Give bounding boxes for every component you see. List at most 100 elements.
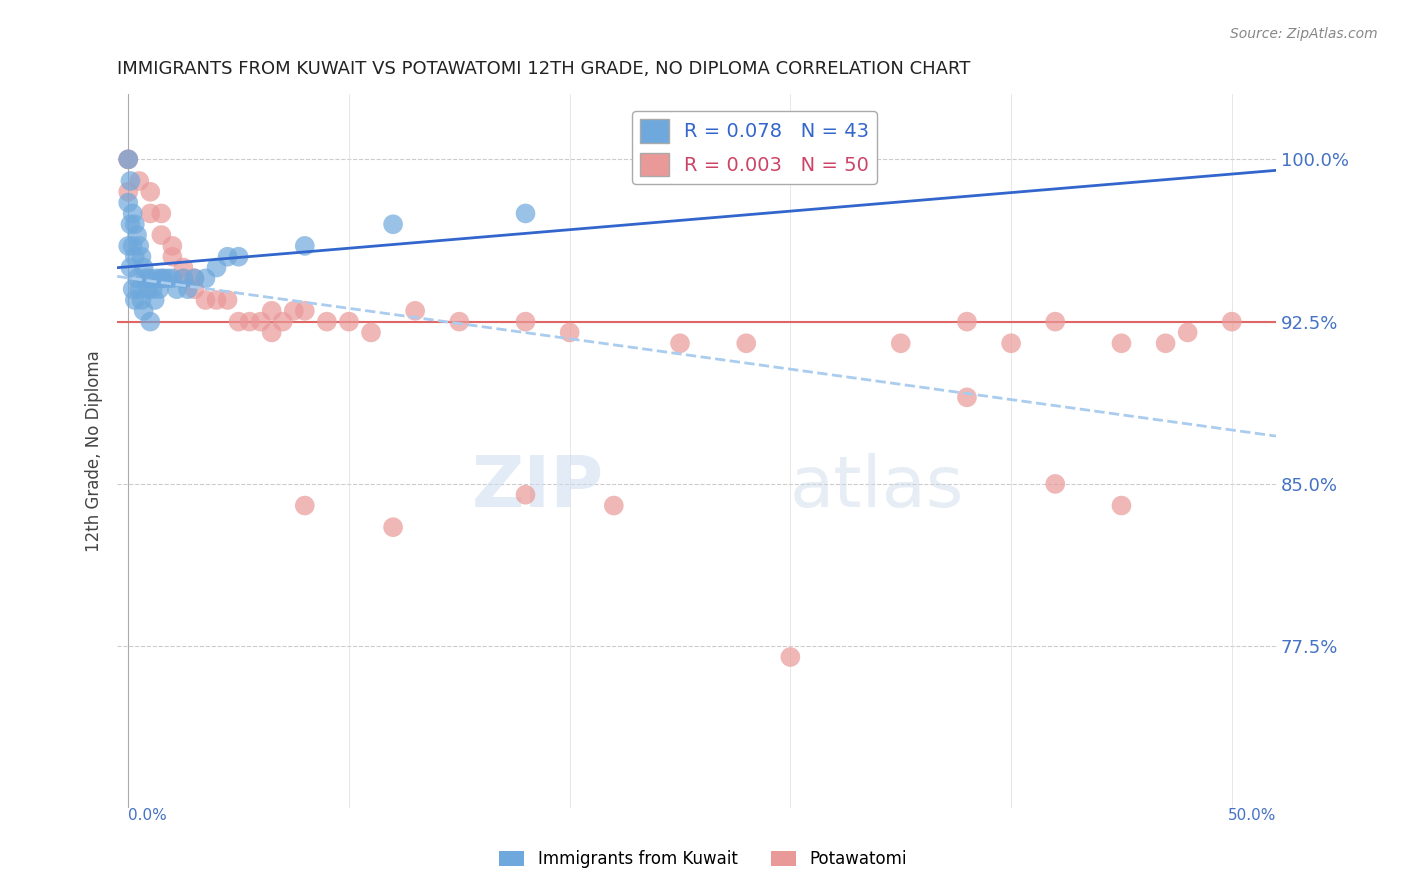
Potawatomi [1177, 326, 1199, 340]
Immigrants from Kuwait [117, 195, 139, 210]
Immigrants from Kuwait [128, 282, 150, 296]
Potawatomi [1045, 315, 1067, 329]
Immigrants from Kuwait [132, 303, 155, 318]
Immigrants from Kuwait [152, 271, 174, 285]
Text: atlas: atlas [789, 452, 963, 522]
Immigrants from Kuwait [117, 239, 139, 253]
Immigrants from Kuwait [183, 271, 205, 285]
Immigrants from Kuwait [125, 228, 148, 243]
Potawatomi [1045, 477, 1067, 491]
Potawatomi [260, 303, 283, 318]
Immigrants from Kuwait [139, 315, 162, 329]
Potawatomi [162, 239, 184, 253]
Immigrants from Kuwait [166, 282, 188, 296]
Immigrants from Kuwait [141, 282, 163, 296]
Immigrants from Kuwait [128, 239, 150, 253]
Immigrants from Kuwait [124, 293, 146, 307]
Immigrants from Kuwait [515, 206, 537, 220]
Immigrants from Kuwait [382, 217, 405, 231]
Potawatomi [890, 336, 912, 351]
Potawatomi [1000, 336, 1022, 351]
Immigrants from Kuwait [228, 250, 250, 264]
Potawatomi [150, 206, 173, 220]
Potawatomi [1111, 499, 1133, 513]
Potawatomi [217, 293, 239, 307]
Potawatomi [360, 326, 382, 340]
Potawatomi [1111, 336, 1133, 351]
Legend: R = 0.078   N = 43, R = 0.003   N = 50: R = 0.078 N = 43, R = 0.003 N = 50 [631, 112, 877, 184]
Immigrants from Kuwait [139, 271, 162, 285]
Potawatomi [779, 650, 801, 665]
Potawatomi [139, 185, 162, 199]
Immigrants from Kuwait [117, 153, 139, 167]
Potawatomi [315, 315, 337, 329]
Immigrants from Kuwait [121, 239, 143, 253]
Immigrants from Kuwait [120, 260, 142, 275]
Potawatomi [283, 303, 305, 318]
Potawatomi [956, 315, 979, 329]
Potawatomi [558, 326, 581, 340]
Potawatomi [669, 336, 692, 351]
Potawatomi [449, 315, 471, 329]
Immigrants from Kuwait [131, 293, 153, 307]
Immigrants from Kuwait [124, 250, 146, 264]
Potawatomi [172, 260, 194, 275]
Immigrants from Kuwait [124, 217, 146, 231]
Potawatomi [228, 315, 250, 329]
Potawatomi [294, 499, 316, 513]
Immigrants from Kuwait [135, 271, 157, 285]
Immigrants from Kuwait [194, 271, 217, 285]
Immigrants from Kuwait [121, 206, 143, 220]
Immigrants from Kuwait [177, 282, 200, 296]
Y-axis label: 12th Grade, No Diploma: 12th Grade, No Diploma [86, 351, 103, 552]
Immigrants from Kuwait [136, 282, 159, 296]
Immigrants from Kuwait [150, 271, 173, 285]
Potawatomi [172, 271, 194, 285]
Potawatomi [294, 303, 316, 318]
Potawatomi [260, 326, 283, 340]
Text: Source: ZipAtlas.com: Source: ZipAtlas.com [1230, 27, 1378, 41]
Immigrants from Kuwait [120, 217, 142, 231]
Text: 0.0%: 0.0% [128, 808, 167, 823]
Potawatomi [183, 282, 205, 296]
Potawatomi [603, 499, 626, 513]
Immigrants from Kuwait [125, 271, 148, 285]
Immigrants from Kuwait [146, 271, 169, 285]
Potawatomi [515, 488, 537, 502]
Potawatomi [150, 228, 173, 243]
Text: IMMIGRANTS FROM KUWAIT VS POTAWATOMI 12TH GRADE, NO DIPLOMA CORRELATION CHART: IMMIGRANTS FROM KUWAIT VS POTAWATOMI 12T… [117, 60, 970, 78]
Potawatomi [337, 315, 360, 329]
Text: 50.0%: 50.0% [1227, 808, 1277, 823]
Immigrants from Kuwait [131, 250, 153, 264]
Potawatomi [735, 336, 758, 351]
Potawatomi [128, 174, 150, 188]
Potawatomi [271, 315, 294, 329]
Immigrants from Kuwait [156, 271, 179, 285]
Potawatomi [1154, 336, 1177, 351]
Immigrants from Kuwait [205, 260, 228, 275]
Immigrants from Kuwait [132, 260, 155, 275]
Immigrants from Kuwait [294, 239, 316, 253]
Potawatomi [194, 293, 217, 307]
Immigrants from Kuwait [143, 293, 166, 307]
Immigrants from Kuwait [217, 250, 239, 264]
Immigrants from Kuwait [162, 271, 184, 285]
Potawatomi [404, 303, 426, 318]
Immigrants from Kuwait [172, 271, 194, 285]
Potawatomi [515, 315, 537, 329]
Potawatomi [1220, 315, 1243, 329]
Potawatomi [117, 153, 139, 167]
Potawatomi [249, 315, 271, 329]
Potawatomi [956, 390, 979, 404]
Legend: Immigrants from Kuwait, Potawatomi: Immigrants from Kuwait, Potawatomi [492, 844, 914, 875]
Immigrants from Kuwait [120, 174, 142, 188]
Potawatomi [382, 520, 405, 534]
Potawatomi [183, 271, 205, 285]
Potawatomi [239, 315, 262, 329]
Potawatomi [205, 293, 228, 307]
Potawatomi [162, 250, 184, 264]
Text: ZIP: ZIP [471, 452, 603, 522]
Potawatomi [139, 206, 162, 220]
Immigrants from Kuwait [148, 282, 170, 296]
Immigrants from Kuwait [121, 282, 143, 296]
